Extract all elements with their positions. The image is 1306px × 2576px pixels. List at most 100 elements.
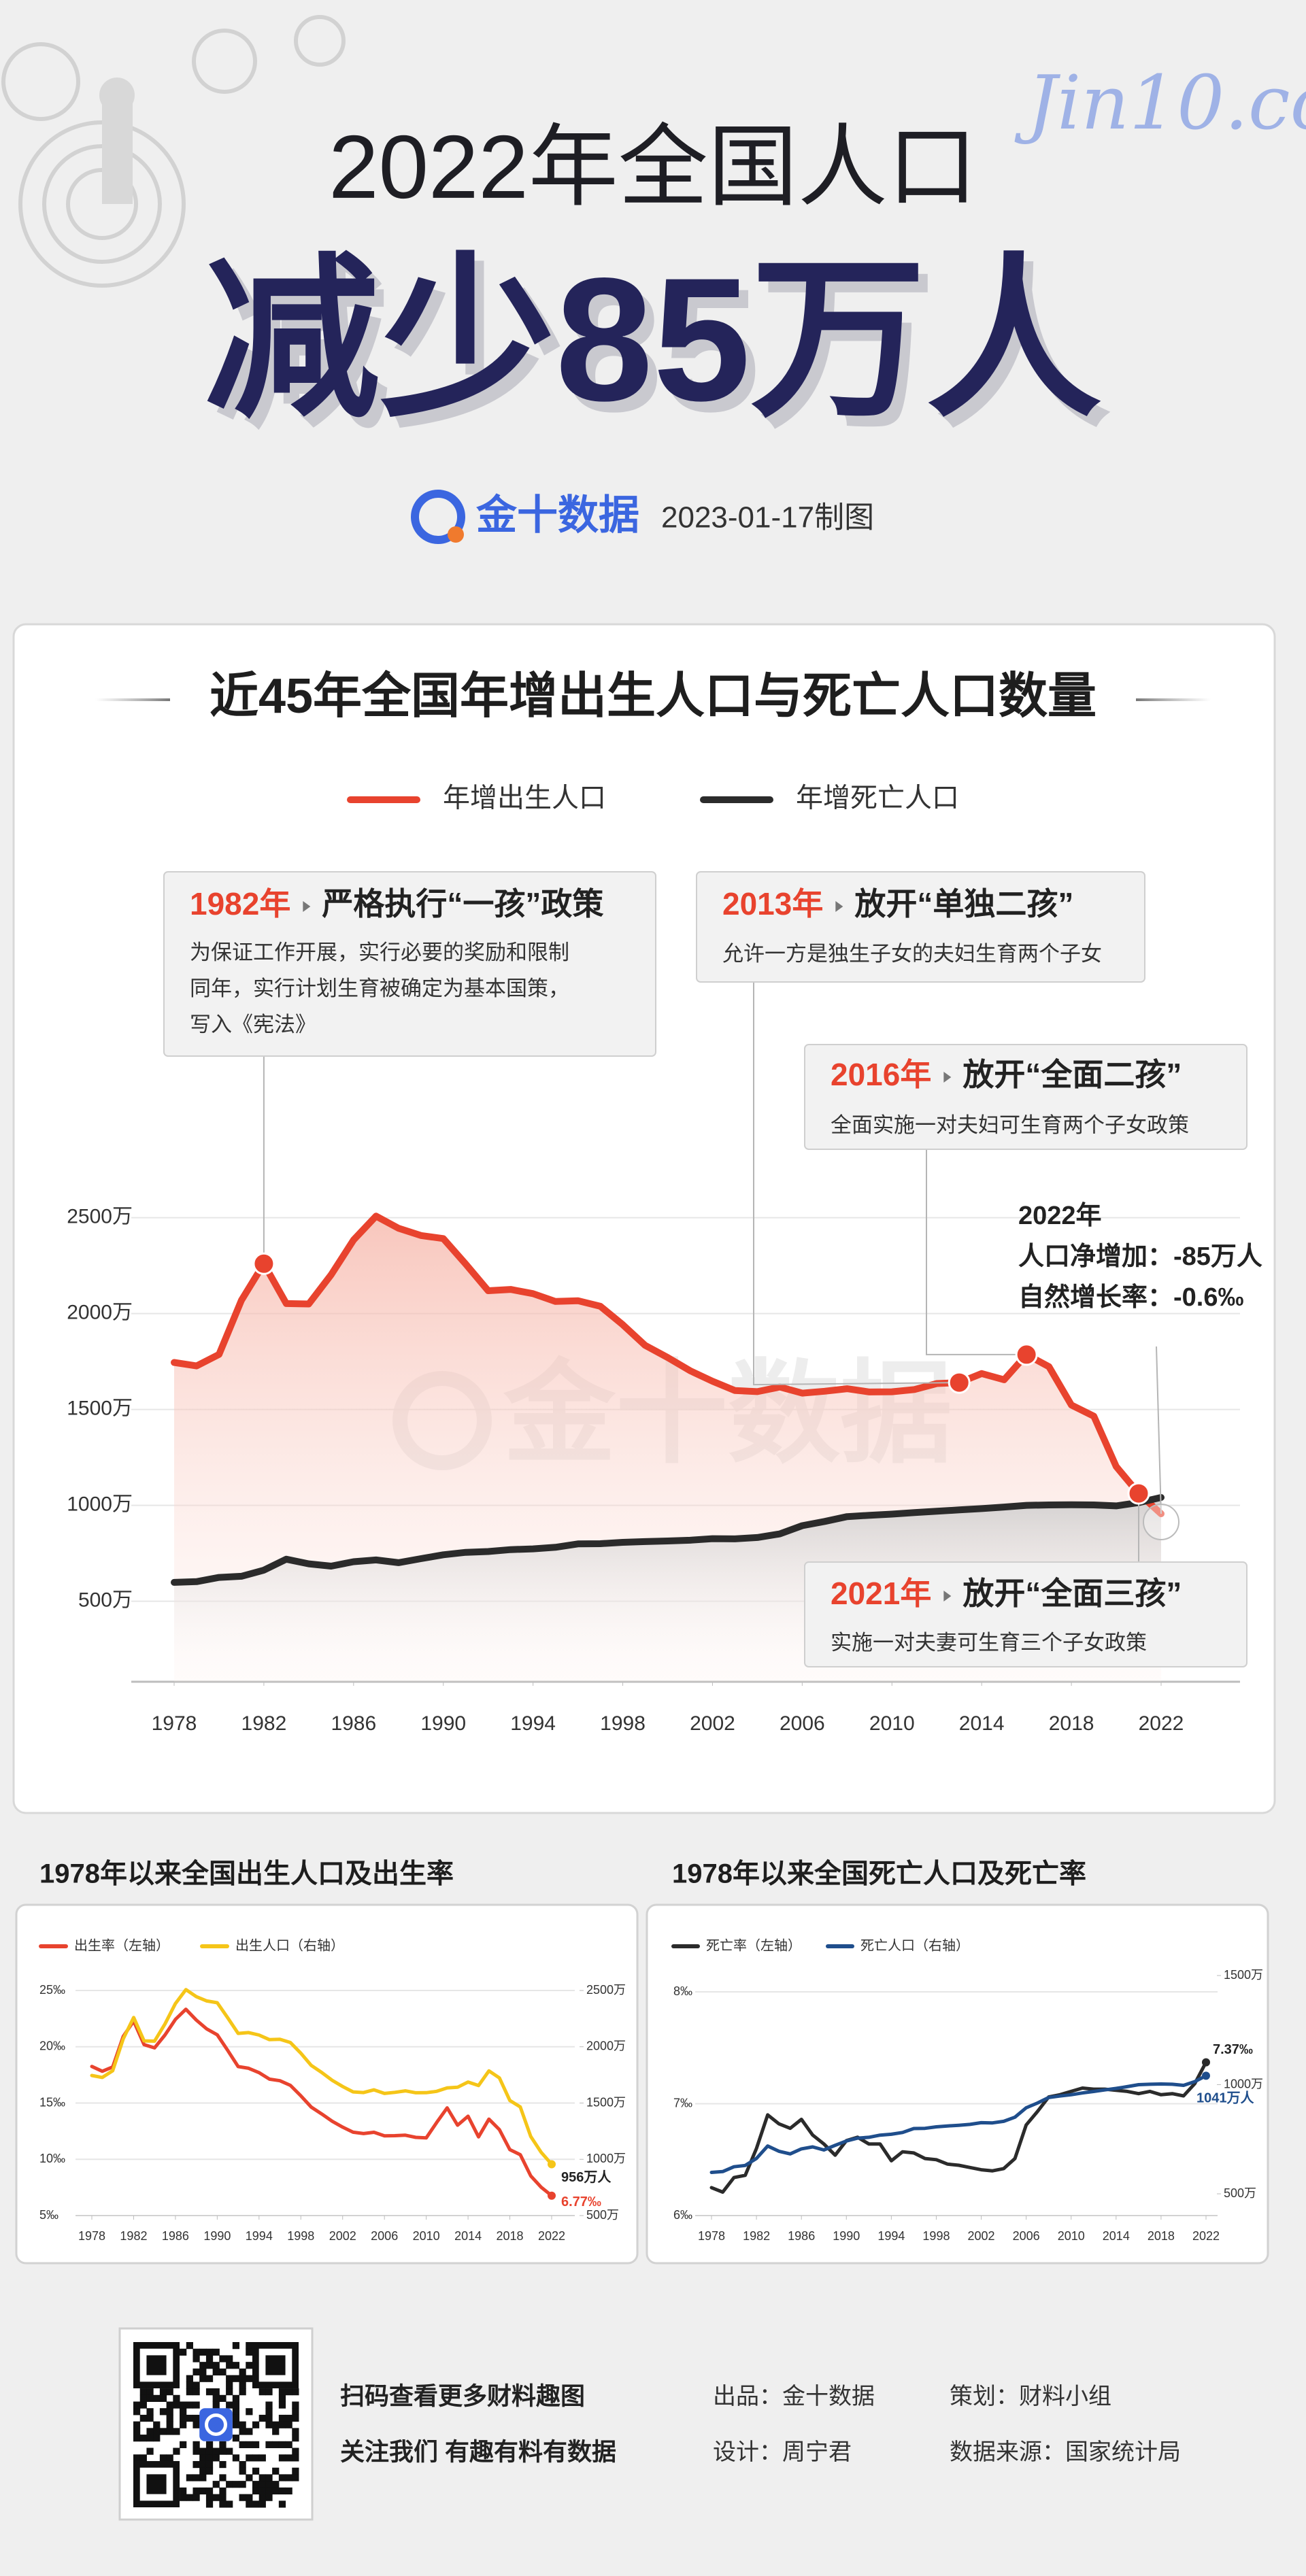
qr-cell — [153, 2421, 161, 2428]
y-tick-label: 5‰ — [39, 2208, 58, 2222]
qr-cell — [278, 2474, 286, 2481]
qr-cell — [153, 2394, 161, 2402]
qr-cell — [292, 2401, 299, 2409]
qr-cell — [239, 2368, 246, 2376]
qr-cell — [226, 2501, 233, 2508]
y2-tick-label: 500万 — [1224, 2186, 1256, 2200]
qr-cell — [192, 2421, 200, 2428]
births-card — [15, 1903, 639, 2265]
qr-cell — [232, 2362, 240, 2369]
highlight-ring — [1143, 1503, 1179, 1540]
qr-cell — [205, 2487, 214, 2495]
series-line — [709, 2073, 1208, 2174]
qr-cell — [186, 2414, 193, 2422]
qr-cell — [180, 2487, 187, 2495]
qr-cell — [192, 2368, 200, 2376]
logo-text: 金十数据 — [476, 492, 639, 538]
qr-cell — [205, 2501, 214, 2508]
x-tick-label: 2018 — [497, 2229, 524, 2243]
title-rule — [1136, 698, 1211, 701]
highlight-dot — [252, 1252, 275, 1275]
title: 2022年全国人口 — [329, 117, 977, 217]
qr-cell — [192, 2474, 200, 2481]
qr-cell — [139, 2414, 147, 2422]
x-tick-label: 1994 — [510, 1712, 556, 1735]
value-label: 7.37‰ — [1213, 2042, 1253, 2057]
qr-cell — [239, 2481, 246, 2488]
series-line — [171, 1494, 1165, 1586]
qr-cell — [173, 2394, 180, 2402]
qr-cell — [265, 2408, 273, 2416]
x-tick-label: 1994 — [877, 2229, 905, 2243]
x-tick-label: 2002 — [690, 1712, 735, 1735]
y2-tick-label: 1500万 — [586, 2095, 626, 2109]
y2-tick-label: 500万 — [586, 2208, 619, 2222]
qr-cell — [292, 2435, 299, 2442]
qr-cell — [258, 2388, 266, 2396]
qr-cell — [232, 2342, 240, 2350]
qr-cell — [252, 2501, 260, 2508]
qr-cell — [146, 2447, 154, 2455]
qr-cell — [239, 2467, 246, 2475]
qr-cell — [199, 2368, 207, 2376]
qr-cell — [219, 2368, 227, 2376]
qr-cell — [232, 2481, 240, 2488]
qr-cell — [252, 2421, 260, 2428]
qr-cell — [212, 2481, 220, 2488]
qr-cell — [146, 2428, 154, 2435]
qr-cell — [219, 2474, 227, 2481]
qr-cell — [133, 2435, 141, 2442]
x-tick-label: 1982 — [241, 1712, 287, 1735]
y-tick-label: 1000万 — [67, 1493, 133, 1515]
qr-cell — [139, 2401, 147, 2409]
qr-cell — [285, 2441, 292, 2449]
qr-cell — [219, 2447, 227, 2455]
x-tick-label: 2002 — [329, 2229, 356, 2243]
qr-cell — [219, 2355, 227, 2362]
qr-cell — [146, 2408, 154, 2416]
qr-finder — [146, 2474, 167, 2494]
y-tick-label: 2500万 — [67, 1206, 133, 1228]
qr-cell — [265, 2474, 273, 2481]
qr-cell — [226, 2382, 233, 2389]
qr-cell — [292, 2454, 299, 2462]
legend-label: 出生率（左轴） — [74, 1937, 169, 1953]
qr-cell — [278, 2394, 286, 2402]
qr-cell — [265, 2487, 273, 2495]
qr-cell — [226, 2362, 233, 2369]
end-dot — [548, 2191, 556, 2200]
footer-line: 关注我们 有趣有料有数据 — [340, 2438, 616, 2466]
qr-cell — [272, 2487, 280, 2495]
legend-label: 年增出生人口 — [443, 783, 606, 813]
x-tick-label: 1978 — [78, 2229, 105, 2243]
qr-cell — [278, 2388, 286, 2396]
y2-tick-label: 1500万 — [1224, 1968, 1263, 1982]
qr-cell — [219, 2494, 227, 2501]
qr-cell — [159, 2394, 167, 2402]
qr-cell — [246, 2501, 253, 2508]
qr-cell — [258, 2474, 266, 2481]
qr-cell — [205, 2454, 214, 2462]
x-tick-label: 1978 — [152, 1712, 197, 1735]
annotation-text: 为保证工作开展，实行必要的奖励和限制 — [190, 940, 569, 964]
credit: 策划：财料小组 — [950, 2384, 1111, 2409]
x-tick-label: 1986 — [331, 1712, 376, 1735]
qr-cell — [232, 2435, 240, 2442]
qr-cell — [186, 2474, 193, 2481]
annotation-year: 1982年 — [190, 886, 290, 921]
qr-cell — [285, 2414, 292, 2422]
qr-cell — [278, 2441, 286, 2449]
qr-cell — [205, 2441, 214, 2449]
x-tick-label: 1990 — [420, 1712, 466, 1735]
qr-cell — [239, 2388, 246, 2396]
y-tick-label: 8‰ — [673, 1984, 692, 1998]
annotation-title: 放开“全面二孩” — [962, 1057, 1182, 1092]
date: 2023-01-17制图 — [661, 501, 874, 535]
y-tick-label: 25‰ — [39, 1983, 65, 1997]
qr-cell — [232, 2394, 240, 2402]
qr-cell — [166, 2388, 173, 2396]
x-tick-label: 1982 — [120, 2229, 147, 2243]
highlight-dot — [1015, 1343, 1038, 1366]
qr-cell — [192, 2355, 200, 2362]
y-tick-label: 20‰ — [39, 2039, 65, 2053]
